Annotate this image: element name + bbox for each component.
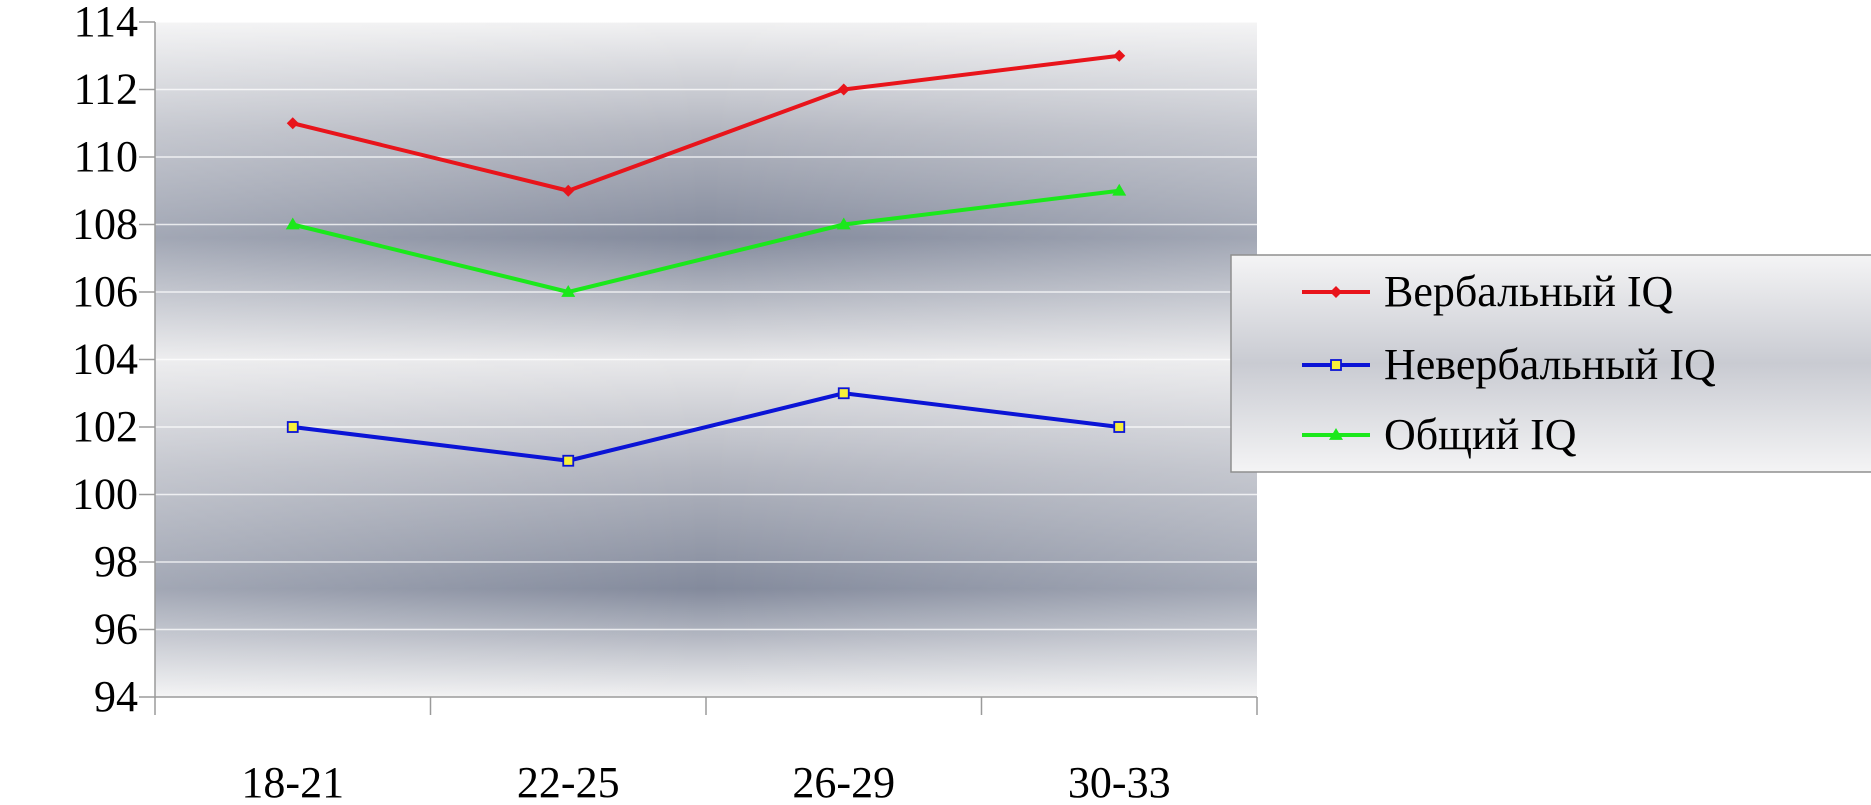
legend-item: Невербальный IQ xyxy=(1302,340,1716,389)
data-point xyxy=(836,217,851,230)
y-tick-label: 112 xyxy=(74,65,138,114)
y-tick-label: 100 xyxy=(72,470,138,519)
data-point xyxy=(561,285,576,297)
gridlines xyxy=(155,21,1257,698)
data-point xyxy=(286,117,299,130)
legend-item: Общий IQ xyxy=(1302,410,1577,459)
series-1 xyxy=(286,49,1126,197)
series-line xyxy=(292,188,1120,294)
y-tick-label: 98 xyxy=(94,537,138,586)
x-tick-label: 26-29 xyxy=(792,758,895,805)
y-tick-label: 114 xyxy=(74,0,138,46)
x-tick-label: 30-33 xyxy=(1068,758,1171,805)
legend-marker xyxy=(1330,359,1342,371)
data-point xyxy=(562,454,575,467)
data-point xyxy=(562,184,575,197)
y-tick-label: 94 xyxy=(94,672,138,721)
legend-label: Вербальный IQ xyxy=(1384,267,1674,316)
legend-item: Вербальный IQ xyxy=(1302,267,1674,316)
y-tick-label: 96 xyxy=(94,605,138,654)
series-2 xyxy=(286,387,1126,467)
data-point xyxy=(1112,183,1127,196)
series-line xyxy=(292,391,1120,463)
x-tick-label: 18-21 xyxy=(241,758,344,805)
y-tick-label: 102 xyxy=(72,402,138,451)
y-tick-label: 106 xyxy=(72,267,138,316)
series-line xyxy=(292,53,1120,193)
legend-label: Общий IQ xyxy=(1384,410,1577,459)
legend-marker xyxy=(1329,428,1343,440)
data-point xyxy=(1113,421,1126,433)
data-point xyxy=(285,217,300,230)
x-tick-label: 22-25 xyxy=(517,758,620,805)
y-tick-label: 108 xyxy=(72,200,138,249)
axes xyxy=(139,21,1258,715)
data-point xyxy=(837,387,850,400)
y-tick-label: 110 xyxy=(74,132,138,181)
data-point xyxy=(837,83,850,96)
data-point xyxy=(1113,49,1126,62)
legend-label: Невербальный IQ xyxy=(1384,340,1716,389)
tick-labels: 94 96 98 100 102 104 106 108 110 112 114 18-21 22-25… xyxy=(72,0,1171,805)
series xyxy=(285,49,1127,467)
legend-marker xyxy=(1330,286,1342,298)
data-point xyxy=(286,421,299,433)
y-tick-label: 104 xyxy=(72,335,138,384)
series-3 xyxy=(285,183,1127,297)
legend: Вербальный IQ Невербальный IQ Общий IQ xyxy=(1230,254,1871,473)
